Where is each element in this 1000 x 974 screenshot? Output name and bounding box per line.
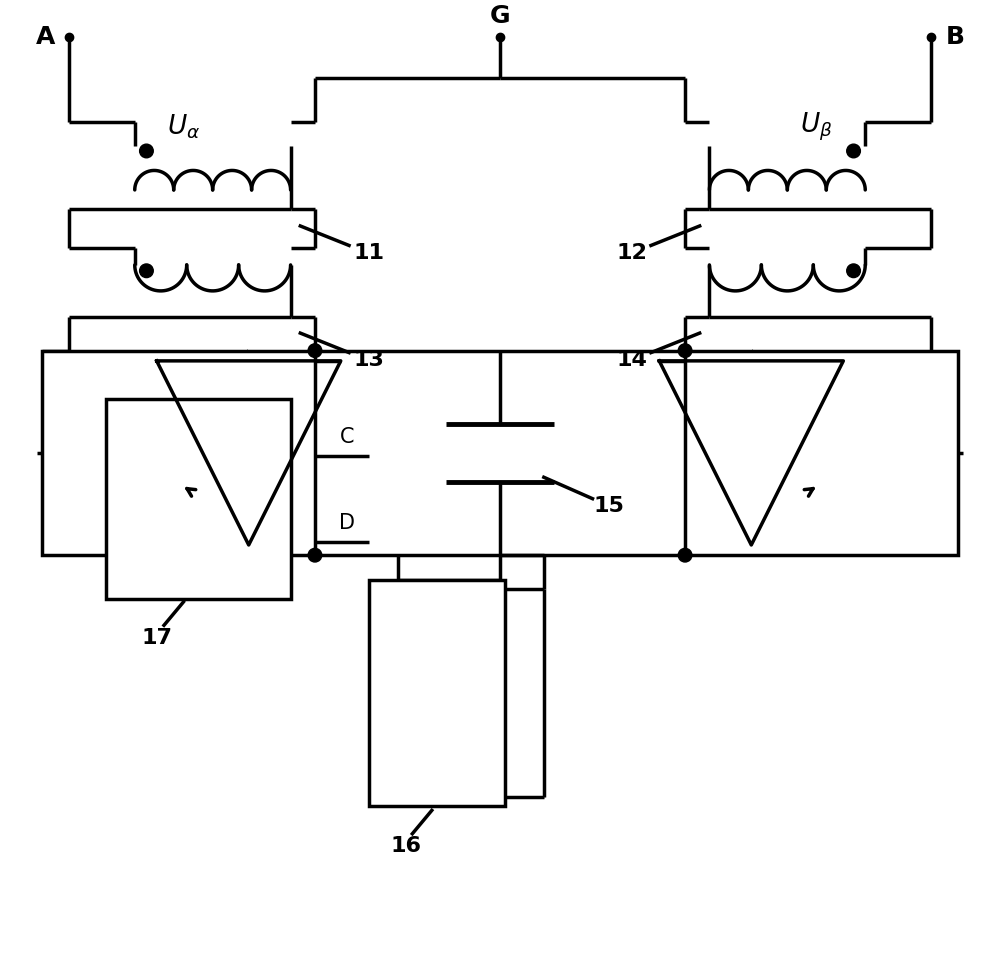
Text: G: G <box>490 4 510 27</box>
Bar <box>685 351 958 555</box>
Circle shape <box>678 344 692 357</box>
Bar <box>42 351 315 555</box>
Text: 16: 16 <box>390 837 421 856</box>
Bar <box>369 580 505 806</box>
Circle shape <box>847 264 860 278</box>
Circle shape <box>308 548 322 562</box>
Text: B: B <box>945 25 964 49</box>
Text: $U_{\beta}$: $U_{\beta}$ <box>800 110 833 143</box>
Circle shape <box>847 144 860 158</box>
Text: 14: 14 <box>616 351 647 370</box>
Circle shape <box>678 548 692 562</box>
Bar <box>106 399 291 599</box>
Circle shape <box>140 144 153 158</box>
Text: 13: 13 <box>353 351 384 370</box>
Text: D: D <box>339 512 355 533</box>
Text: $U_{\alpha}$: $U_{\alpha}$ <box>167 112 200 141</box>
Text: 12: 12 <box>616 244 647 263</box>
Circle shape <box>308 344 322 357</box>
Text: C: C <box>340 427 354 447</box>
Circle shape <box>140 264 153 278</box>
Text: 15: 15 <box>594 497 625 516</box>
Text: 11: 11 <box>353 244 384 263</box>
Text: A: A <box>35 25 55 49</box>
Text: 17: 17 <box>142 628 173 648</box>
